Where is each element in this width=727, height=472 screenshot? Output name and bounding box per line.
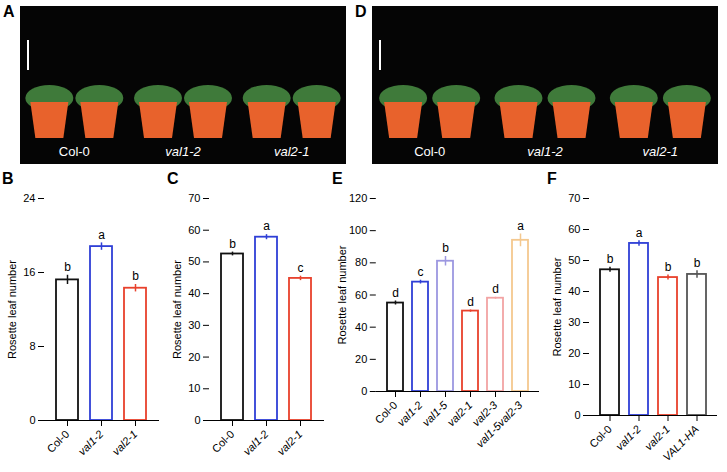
svg-text:a: a xyxy=(98,228,105,242)
svg-text:0: 0 xyxy=(361,385,367,397)
svg-text:Col-0: Col-0 xyxy=(372,398,400,426)
svg-text:val1-2: val1-2 xyxy=(165,144,201,159)
svg-text:0: 0 xyxy=(194,414,200,426)
svg-text:0: 0 xyxy=(574,409,580,421)
svg-text:val2-1: val2-1 xyxy=(274,144,309,159)
svg-text:b: b xyxy=(665,260,672,274)
svg-text:Col-0: Col-0 xyxy=(414,144,445,159)
svg-text:Rosette leaf number: Rosette leaf number xyxy=(6,260,18,359)
svg-text:Rosette leaf number: Rosette leaf number xyxy=(336,245,348,344)
svg-text:b: b xyxy=(229,237,236,251)
svg-text:24: 24 xyxy=(23,192,35,204)
svg-text:val2-1: val2-1 xyxy=(445,399,475,429)
svg-text:30: 30 xyxy=(188,319,200,331)
svg-text:16: 16 xyxy=(23,266,35,278)
html-text:F: F xyxy=(547,170,557,187)
svg-text:val1-2: val1-2 xyxy=(241,428,271,458)
html-text:C: C xyxy=(167,170,179,187)
svg-text:60: 60 xyxy=(188,224,200,236)
svg-text:Rosette leaf number: Rosette leaf number xyxy=(551,257,563,356)
svg-text:a: a xyxy=(517,219,524,233)
svg-text:10: 10 xyxy=(188,382,200,394)
svg-text:b: b xyxy=(694,256,701,270)
svg-text:d: d xyxy=(492,282,499,296)
svg-text:b: b xyxy=(132,269,139,283)
svg-text:Col-0: Col-0 xyxy=(209,428,236,455)
svg-text:val1-2: val1-2 xyxy=(395,399,425,429)
svg-text:Rosette leaf number: Rosette leaf number xyxy=(171,260,183,359)
svg-text:VAL1-HA: VAL1-HA xyxy=(660,423,700,463)
svg-text:20: 20 xyxy=(188,351,200,363)
svg-text:A: A xyxy=(3,3,15,20)
svg-text:40: 40 xyxy=(355,321,367,333)
svg-text:c: c xyxy=(418,265,424,279)
svg-text:60: 60 xyxy=(568,223,580,235)
svg-text:b: b xyxy=(442,241,449,255)
html-text:B: B xyxy=(2,170,14,187)
svg-text:50: 50 xyxy=(568,254,580,266)
svg-text:val1-2: val1-2 xyxy=(527,144,563,159)
svg-text:val1-5val2-3: val1-5val2-3 xyxy=(474,398,525,449)
svg-text:120: 120 xyxy=(349,192,367,204)
svg-text:70: 70 xyxy=(568,192,580,204)
svg-text:val2-1: val2-1 xyxy=(643,144,678,159)
svg-text:30: 30 xyxy=(568,316,580,328)
svg-text:val1-2: val1-2 xyxy=(76,428,106,458)
svg-text:60: 60 xyxy=(355,289,367,301)
svg-text:b: b xyxy=(607,252,614,266)
html-text:E: E xyxy=(332,170,343,187)
svg-text:70: 70 xyxy=(188,192,200,204)
svg-text:val2-1: val2-1 xyxy=(275,428,305,458)
svg-text:20: 20 xyxy=(355,353,367,365)
svg-text:c: c xyxy=(298,261,304,275)
svg-text:20: 20 xyxy=(568,347,580,359)
svg-text:40: 40 xyxy=(188,287,200,299)
svg-text:D: D xyxy=(355,3,367,20)
svg-text:Col-0: Col-0 xyxy=(59,144,90,159)
svg-text:8: 8 xyxy=(29,340,35,352)
svg-text:100: 100 xyxy=(349,224,367,236)
svg-text:a: a xyxy=(636,226,643,240)
svg-text:80: 80 xyxy=(355,256,367,268)
svg-text:10: 10 xyxy=(568,378,580,390)
svg-text:val2-1: val2-1 xyxy=(642,422,672,453)
svg-text:b: b xyxy=(64,260,71,274)
svg-text:d: d xyxy=(392,286,399,300)
svg-text:a: a xyxy=(263,219,270,233)
svg-text:Col-0: Col-0 xyxy=(587,423,614,450)
svg-text:Col-0: Col-0 xyxy=(44,428,71,455)
svg-text:40: 40 xyxy=(568,285,580,297)
svg-text:val1-2: val1-2 xyxy=(613,423,643,453)
svg-text:0: 0 xyxy=(29,414,35,426)
svg-text:50: 50 xyxy=(188,255,200,267)
svg-text:d: d xyxy=(467,295,474,309)
svg-text:val1-5: val1-5 xyxy=(420,398,450,428)
svg-text:val2-1: val2-1 xyxy=(110,428,140,458)
